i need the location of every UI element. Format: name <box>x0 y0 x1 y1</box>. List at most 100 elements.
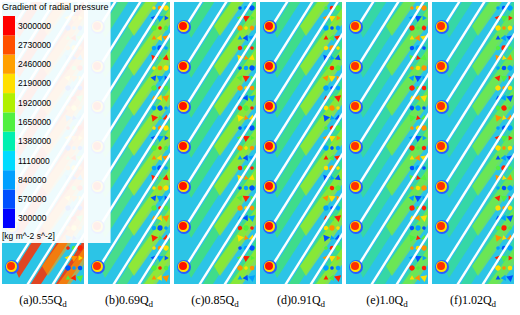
blade <box>358 157 428 284</box>
trailing-speckle <box>163 265 168 270</box>
leading-edge-ring <box>349 20 363 34</box>
leading-edge-core <box>351 222 359 230</box>
trailing-speckle <box>76 273 84 282</box>
pressure-band <box>101 225 170 284</box>
trailing-speckle <box>330 115 335 121</box>
legend-color-box <box>3 151 15 170</box>
trailing-speckle <box>66 275 71 279</box>
leading-edge-core <box>179 102 187 110</box>
trailing-speckle <box>336 226 341 231</box>
leading-edge-core <box>179 262 187 270</box>
trailing-speckle <box>409 225 415 231</box>
trailing-speckle <box>328 104 335 111</box>
trailing-speckle <box>328 155 334 162</box>
trailing-speckle <box>244 266 248 270</box>
trailing-speckle <box>407 235 416 243</box>
trailing-speckle <box>248 184 255 191</box>
leading-edge-ring <box>178 261 189 272</box>
leading-edge-ring <box>177 260 191 274</box>
legend-color-box <box>3 16 15 35</box>
trailing-speckle <box>151 25 157 31</box>
trailing-speckle <box>509 16 513 21</box>
contour-field <box>260 2 342 284</box>
legend-color-box <box>3 209 15 228</box>
panel-label-text: (d)0.91Q <box>277 293 321 307</box>
leading-edge-core <box>351 262 359 270</box>
trailing-speckle <box>237 25 243 31</box>
leading-edge-ring <box>178 221 189 232</box>
trailing-speckle <box>249 136 255 142</box>
trailing-speckle <box>242 155 248 162</box>
leading-edge-ring <box>178 61 189 72</box>
trailing-speckle <box>334 184 341 191</box>
trailing-speckle <box>420 93 428 102</box>
leading-edge-core <box>351 62 359 70</box>
trailing-speckle <box>502 266 506 270</box>
trailing-speckle <box>415 145 420 150</box>
trailing-speckle <box>502 26 506 30</box>
legend-color-box <box>3 132 15 151</box>
trailing-speckle <box>420 55 427 63</box>
leading-edge-ring <box>178 101 189 112</box>
trailing-speckle <box>495 25 501 31</box>
blade <box>186 197 256 284</box>
trailing-speckle <box>499 73 508 82</box>
leading-edge-ring <box>263 60 277 74</box>
trailing-speckle <box>501 185 507 191</box>
legend-tick-label: 1920000 <box>18 98 51 108</box>
legend-tick-label: 1110000 <box>18 156 50 166</box>
trailing-speckle <box>416 266 420 270</box>
blade <box>444 2 514 146</box>
trailing-speckle <box>157 193 166 202</box>
contour-panel <box>432 0 520 315</box>
leading-edge-core <box>351 22 359 30</box>
leading-edge-core <box>179 62 187 70</box>
leading-edge-core <box>351 182 359 190</box>
blade <box>186 117 256 266</box>
leading-edge <box>263 60 277 74</box>
legend-color-box <box>3 189 15 208</box>
trailing-speckle <box>162 93 170 102</box>
blade <box>444 157 514 284</box>
trailing-speckle <box>330 266 334 270</box>
leading-edge-ring <box>263 100 277 114</box>
trailing-speckle <box>238 246 243 251</box>
trailing-speckle <box>420 215 428 222</box>
trailing-speckle <box>335 254 341 260</box>
leading-edge <box>435 220 449 234</box>
trailing-speckle <box>409 193 417 201</box>
trailing-speckle <box>508 166 513 171</box>
trailing-speckle <box>323 193 331 201</box>
blade <box>186 77 256 226</box>
trailing-speckle <box>236 84 243 91</box>
trailing-speckle <box>150 74 156 81</box>
trailing-speckle <box>235 235 244 243</box>
leading-edge-ring <box>435 180 449 194</box>
trailing-speckle <box>508 46 513 51</box>
legend-tick-label: 570000 <box>18 194 47 204</box>
trailing-speckle <box>324 246 329 251</box>
trailing-speckle <box>422 46 427 51</box>
leading-edge-core <box>437 102 445 110</box>
trailing-speckle <box>243 225 249 231</box>
legend-tick-label: 2460000 <box>18 59 51 69</box>
trailing-speckle <box>243 185 249 191</box>
legend-color-box <box>3 93 15 112</box>
trailing-speckle <box>162 184 169 191</box>
leading-edge-core <box>179 142 187 150</box>
trailing-speckle <box>409 45 415 51</box>
contour-field <box>346 2 428 284</box>
trailing-speckle <box>324 186 328 190</box>
trailing-speckle <box>152 6 156 10</box>
legend-color-box <box>3 74 15 93</box>
trailing-speckle <box>163 254 169 260</box>
leading-edge-core <box>437 262 445 270</box>
leading-edge <box>177 20 191 34</box>
trailing-speckle <box>163 145 169 151</box>
trailing-speckle <box>507 174 514 180</box>
leading-edge-core <box>265 62 273 70</box>
trailing-speckle <box>495 165 500 170</box>
trailing-speckle <box>493 235 502 243</box>
trailing-speckle <box>421 25 427 31</box>
leading-edge <box>349 20 363 34</box>
